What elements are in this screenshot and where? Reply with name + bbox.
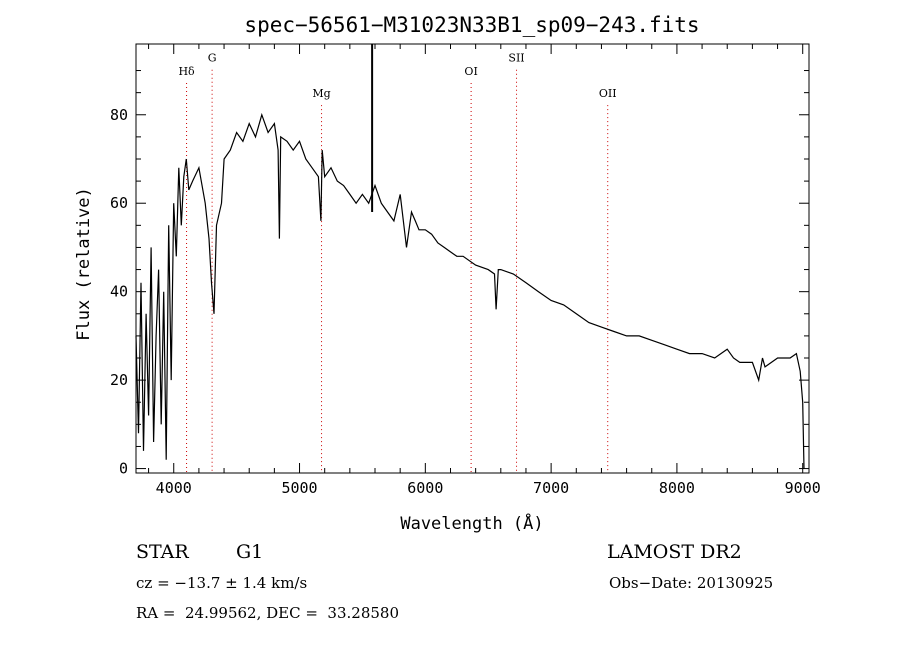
chart-title: spec−56561−M31023N33B1_sp09−243.fits: [244, 13, 699, 37]
line-marker-label-0: Hδ: [178, 65, 195, 78]
object-class: STAR: [136, 541, 189, 563]
line-marker-label-1: G: [208, 52, 217, 65]
x-tick-label-8000: 8000: [659, 479, 695, 497]
x-tick-label-7000: 7000: [533, 479, 569, 497]
y-tick-label-80: 80: [110, 106, 128, 124]
x-axis-label: Wavelength (Å): [400, 512, 543, 534]
x-tick-label-6000: 6000: [407, 479, 443, 497]
x-tick-label-4000: 4000: [156, 479, 192, 497]
line-marker-label-5: OII: [599, 87, 617, 100]
axes-frame: [135, 43, 810, 474]
y-tick-label-0: 0: [119, 460, 128, 478]
y-axis-label: Flux (relative): [74, 187, 94, 341]
line-marker-label-4: SII: [508, 52, 524, 65]
line-markers: Hδ G Mg OI SII OII: [178, 52, 617, 473]
x-axis: 4000 5000 6000 7000 8000 9000: [148, 44, 821, 497]
observation-date: Obs−Date: 20130925: [609, 574, 774, 592]
y-tick-label-20: 20: [110, 371, 128, 389]
survey-name: LAMOST DR2: [607, 541, 742, 563]
object-subclass: G1: [236, 541, 264, 563]
spectrum-series-line: [135, 112, 805, 469]
line-marker-label-2: Mg: [312, 87, 330, 100]
line-marker-label-3: OI: [464, 65, 477, 78]
redshift-cz: cz = −13.7 ± 1.4 km/s: [136, 574, 308, 592]
x-tick-label-9000: 9000: [785, 479, 821, 497]
y-tick-label-60: 60: [110, 194, 128, 212]
x-tick-label-5000: 5000: [281, 479, 317, 497]
y-axis: 0 20 40 60 80: [110, 70, 809, 478]
ra-dec-coordinates: RA = 24.99562, DEC = 33.28580: [136, 604, 400, 622]
y-tick-label-40: 40: [110, 283, 128, 301]
